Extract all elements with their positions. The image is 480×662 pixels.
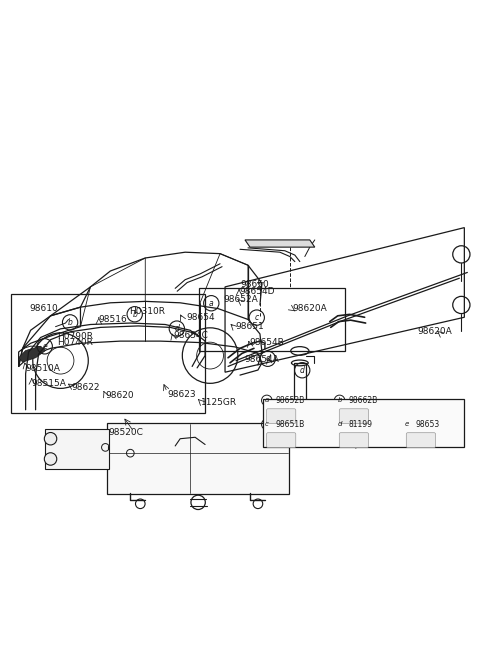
Text: 98652A: 98652A xyxy=(223,295,258,304)
Text: 98654: 98654 xyxy=(186,313,215,322)
FancyBboxPatch shape xyxy=(263,399,464,447)
Text: 98622: 98622 xyxy=(72,383,100,392)
FancyBboxPatch shape xyxy=(107,423,289,495)
Text: a: a xyxy=(264,397,269,403)
Text: d: d xyxy=(174,324,179,333)
Text: 98654D: 98654D xyxy=(239,287,275,297)
Text: c: c xyxy=(265,421,269,428)
Text: d: d xyxy=(300,365,305,375)
Text: d: d xyxy=(265,354,270,363)
Text: H0310R: H0310R xyxy=(129,307,165,316)
Text: 98620: 98620 xyxy=(105,391,133,400)
Text: 81199: 81199 xyxy=(348,420,372,429)
Text: 98650: 98650 xyxy=(240,279,269,289)
FancyBboxPatch shape xyxy=(406,433,435,448)
Polygon shape xyxy=(245,240,315,247)
Text: 98510A: 98510A xyxy=(25,364,60,373)
Text: b: b xyxy=(337,397,342,403)
Text: H0790R: H0790R xyxy=(57,332,93,341)
Text: e: e xyxy=(42,342,47,351)
Polygon shape xyxy=(19,346,46,362)
Text: 98623: 98623 xyxy=(167,390,196,399)
Text: c: c xyxy=(254,313,259,322)
FancyBboxPatch shape xyxy=(266,433,296,448)
Text: 98620A: 98620A xyxy=(293,303,327,312)
Text: 98654B: 98654B xyxy=(250,338,284,348)
Text: d: d xyxy=(337,421,342,428)
Text: 98652B: 98652B xyxy=(276,396,305,405)
Text: 1125GR: 1125GR xyxy=(201,399,237,407)
Text: 98520C: 98520C xyxy=(108,428,143,437)
Text: 98515A: 98515A xyxy=(32,379,67,388)
FancyBboxPatch shape xyxy=(45,429,109,469)
Circle shape xyxy=(44,432,57,445)
Text: 98620A: 98620A xyxy=(417,328,452,336)
Text: b: b xyxy=(132,310,137,318)
Text: 98651B: 98651B xyxy=(276,420,305,429)
Circle shape xyxy=(44,453,57,465)
Text: 98654C: 98654C xyxy=(173,331,208,340)
Text: b: b xyxy=(68,318,72,327)
FancyBboxPatch shape xyxy=(339,433,369,448)
FancyBboxPatch shape xyxy=(339,408,369,424)
Text: e: e xyxy=(405,421,408,428)
Text: 98651: 98651 xyxy=(235,322,264,331)
FancyBboxPatch shape xyxy=(266,408,296,424)
Text: 98654A: 98654A xyxy=(245,355,279,364)
Text: 98653: 98653 xyxy=(415,420,439,429)
Text: 98662B: 98662B xyxy=(348,396,377,405)
Text: 98516: 98516 xyxy=(99,314,128,324)
Text: H0740R: H0740R xyxy=(57,338,93,348)
Text: 98610: 98610 xyxy=(29,303,58,312)
Text: a: a xyxy=(209,299,214,308)
